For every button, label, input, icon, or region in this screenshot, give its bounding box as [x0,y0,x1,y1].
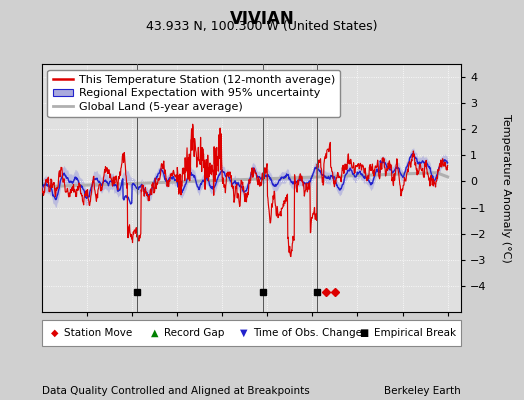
Text: Empirical Break: Empirical Break [374,328,456,338]
Text: ▲: ▲ [151,328,158,338]
Text: Record Gap: Record Gap [164,328,224,338]
Text: Data Quality Controlled and Aligned at Breakpoints: Data Quality Controlled and Aligned at B… [42,386,310,396]
Y-axis label: Temperature Anomaly (°C): Temperature Anomaly (°C) [500,114,510,262]
Text: VIVIAN: VIVIAN [230,10,294,28]
Text: Station Move: Station Move [64,328,133,338]
Text: ▼: ▼ [240,328,247,338]
Text: ■: ■ [359,328,369,338]
Legend: This Temperature Station (12-month average), Regional Expectation with 95% uncer: This Temperature Station (12-month avera… [48,70,341,117]
Text: Berkeley Earth: Berkeley Earth [385,386,461,396]
Text: 43.933 N, 100.300 W (United States): 43.933 N, 100.300 W (United States) [146,20,378,33]
Text: Time of Obs. Change: Time of Obs. Change [253,328,362,338]
Text: ◆: ◆ [51,328,59,338]
